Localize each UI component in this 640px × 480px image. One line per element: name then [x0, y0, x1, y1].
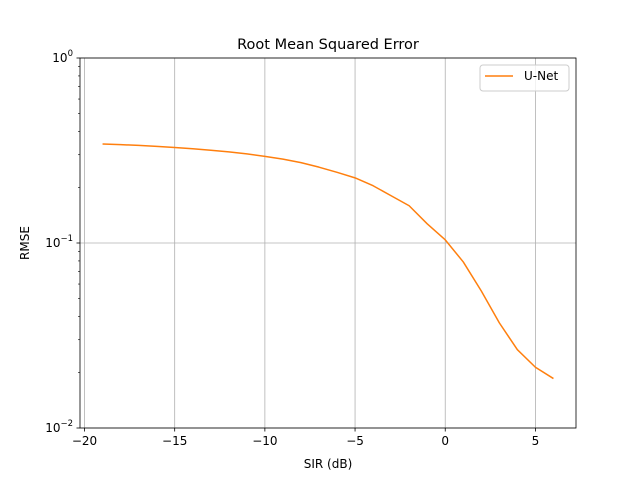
x-tick-label: −15	[162, 434, 187, 448]
x-axis-label: SIR (dB)	[304, 457, 353, 471]
x-axis-ticks: −20 −15 −10 −5 0 5	[72, 428, 539, 448]
y-tick-label: 10−1	[45, 234, 73, 250]
grid	[80, 57, 576, 429]
x-tick-label: 5	[532, 434, 540, 448]
series-line-u-net	[102, 143, 554, 380]
y-axis-ticks: 10−2 10−1 100	[45, 49, 80, 435]
chart-title: Root Mean Squared Error	[237, 37, 419, 53]
legend: U-Net	[479, 64, 570, 92]
legend-label: U-Net	[524, 69, 558, 83]
y-axis-label: RMSE	[18, 226, 32, 260]
legend-box	[479, 64, 570, 92]
x-tick-label: −10	[252, 434, 277, 448]
x-tick-label: −20	[72, 434, 97, 448]
series-layer	[102, 143, 554, 380]
y-tick-label: 10−2	[45, 419, 73, 435]
x-tick-label: −5	[346, 434, 364, 448]
x-tick-label: 0	[441, 434, 449, 448]
y-tick-label: 100	[52, 49, 73, 65]
